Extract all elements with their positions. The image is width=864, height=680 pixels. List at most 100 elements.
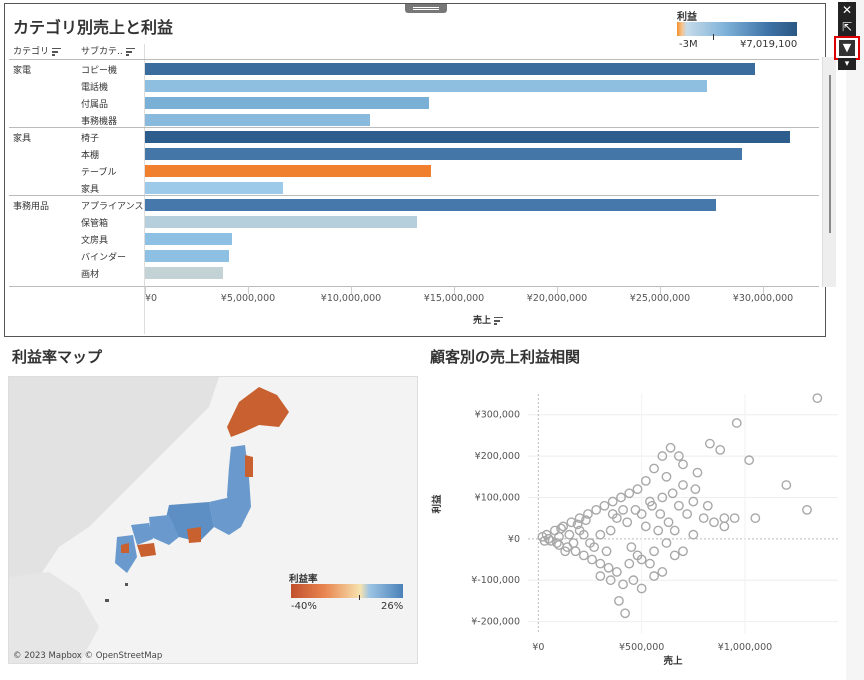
scatter-point[interactable] xyxy=(669,525,680,536)
sales-bar[interactable] xyxy=(145,114,370,126)
scatter-point[interactable] xyxy=(624,488,635,499)
sort-icon[interactable] xyxy=(52,48,62,56)
scatter-point[interactable] xyxy=(781,480,792,490)
sales-bar[interactable] xyxy=(145,199,716,211)
scatter-point[interactable] xyxy=(704,438,715,449)
scatter-point[interactable] xyxy=(589,542,600,553)
profit-rate-map[interactable]: 利益率 -40% 26% © 2023 Mapbox © OpenStreetM… xyxy=(8,376,418,664)
scatter-point[interactable] xyxy=(688,529,699,540)
scatter-point[interactable] xyxy=(682,509,693,519)
scatter-point[interactable] xyxy=(632,550,643,561)
scatter-point[interactable] xyxy=(698,513,709,524)
drag-handle[interactable] xyxy=(405,4,447,13)
scatter-point[interactable] xyxy=(560,546,571,557)
scatter-point[interactable] xyxy=(566,517,577,528)
sales-bar[interactable] xyxy=(145,80,707,92)
scatter-point[interactable] xyxy=(649,546,659,557)
scatter-point[interactable] xyxy=(750,513,761,524)
scatter-point[interactable] xyxy=(595,558,606,569)
shikoku-region[interactable] xyxy=(137,543,156,557)
scatter-point[interactable] xyxy=(599,500,610,511)
scatter-point[interactable] xyxy=(572,519,583,530)
scatter-point[interactable] xyxy=(539,535,550,546)
scatter-point[interactable] xyxy=(667,488,678,499)
scatter-point[interactable] xyxy=(580,515,591,526)
scatter-point[interactable] xyxy=(661,471,672,482)
scatter-point[interactable] xyxy=(663,517,674,528)
scatter-point[interactable] xyxy=(607,509,618,519)
scatter-point[interactable] xyxy=(624,558,635,569)
scatter-point[interactable] xyxy=(690,484,701,495)
scatter-point[interactable] xyxy=(657,492,668,503)
more-options-icon[interactable]: ▾ xyxy=(838,58,856,70)
category-header[interactable]: カテゴリ xyxy=(13,44,62,57)
scatter-point[interactable] xyxy=(709,517,719,528)
scatter-point[interactable] xyxy=(729,513,740,524)
hokkaido-region[interactable] xyxy=(227,387,289,437)
scatter-point[interactable] xyxy=(595,529,606,540)
sort-icon[interactable] xyxy=(494,317,504,325)
scatter-point[interactable] xyxy=(607,496,618,507)
kanto-region[interactable] xyxy=(209,497,241,535)
scatter-point[interactable] xyxy=(616,492,626,503)
kinki-region[interactable] xyxy=(149,515,179,545)
scatter-point[interactable] xyxy=(655,509,666,519)
scatter-point[interactable] xyxy=(802,504,812,515)
sales-bar[interactable] xyxy=(145,233,232,245)
scatter-point[interactable] xyxy=(545,535,556,546)
sales-bar[interactable] xyxy=(145,97,429,109)
scatter-point[interactable] xyxy=(574,513,585,524)
filter-icon[interactable]: ▼ xyxy=(839,40,855,56)
scatter-point[interactable] xyxy=(618,579,628,590)
scatter-point[interactable] xyxy=(661,538,672,548)
scatter-point[interactable] xyxy=(603,562,614,573)
scatter-point[interactable] xyxy=(692,467,703,478)
scatter-point[interactable] xyxy=(645,496,655,507)
close-icon[interactable]: ✕ xyxy=(838,2,856,19)
sales-bar[interactable] xyxy=(145,267,223,279)
scatter-point[interactable] xyxy=(605,525,616,536)
scatter-point[interactable] xyxy=(595,571,606,581)
scatter-point[interactable] xyxy=(719,521,730,532)
scatter-point[interactable] xyxy=(719,513,730,524)
scatter-point[interactable] xyxy=(715,444,726,455)
scatter-point[interactable] xyxy=(640,475,651,486)
sales-bar[interactable] xyxy=(145,63,755,75)
scatter-point[interactable] xyxy=(678,459,688,470)
popout-icon[interactable]: ⇱ xyxy=(838,19,856,36)
scatter-point[interactable] xyxy=(731,418,742,428)
scatter-point[interactable] xyxy=(653,525,664,536)
okinawa-island[interactable] xyxy=(105,599,109,602)
scatter-point[interactable] xyxy=(812,393,823,404)
scatter-point[interactable] xyxy=(611,567,622,577)
sales-bar[interactable] xyxy=(145,131,790,143)
scatter-point[interactable] xyxy=(620,608,631,619)
scatter-point[interactable] xyxy=(649,463,659,474)
scatter-point[interactable] xyxy=(552,538,562,548)
scatter-point[interactable] xyxy=(605,575,616,586)
scatter-point[interactable] xyxy=(622,517,633,528)
scatter-point[interactable] xyxy=(632,484,643,495)
sales-bar[interactable] xyxy=(145,165,431,177)
map-canvas[interactable] xyxy=(9,377,418,664)
scatter-point[interactable] xyxy=(657,567,668,577)
sort-icon[interactable] xyxy=(125,48,135,56)
scatter-point[interactable] xyxy=(570,546,581,557)
sales-profit-sheet[interactable]: カテゴリ別売上と利益 利益 -3M ¥7,019,100 カテゴリ サブカテ..… xyxy=(4,3,836,337)
kyushu-region[interactable] xyxy=(115,535,137,573)
filter-button[interactable]: ▼ xyxy=(834,36,860,60)
scatter-canvas[interactable]: ¥300,000 ¥200,000 ¥100,000 ¥0 ¥-100,000 ¥-200… xyxy=(428,376,846,667)
vertical-scrollbar[interactable] xyxy=(822,57,836,287)
scatter-point[interactable] xyxy=(649,571,659,581)
scatter-point[interactable] xyxy=(673,500,684,511)
x-axis-label[interactable]: 売上 xyxy=(473,313,504,326)
scrollbar-thumb[interactable] xyxy=(829,75,831,233)
scatter-point[interactable] xyxy=(669,550,680,561)
margin-color-legend[interactable] xyxy=(291,584,403,598)
scatter-point[interactable] xyxy=(678,480,688,490)
scatter-point[interactable] xyxy=(587,554,597,565)
scatter-point[interactable] xyxy=(657,451,668,461)
scatter-point[interactable] xyxy=(640,521,651,532)
profit-color-legend[interactable] xyxy=(677,22,797,36)
map-copyright[interactable]: © 2023 Mapbox © OpenStreetMap xyxy=(13,651,163,661)
